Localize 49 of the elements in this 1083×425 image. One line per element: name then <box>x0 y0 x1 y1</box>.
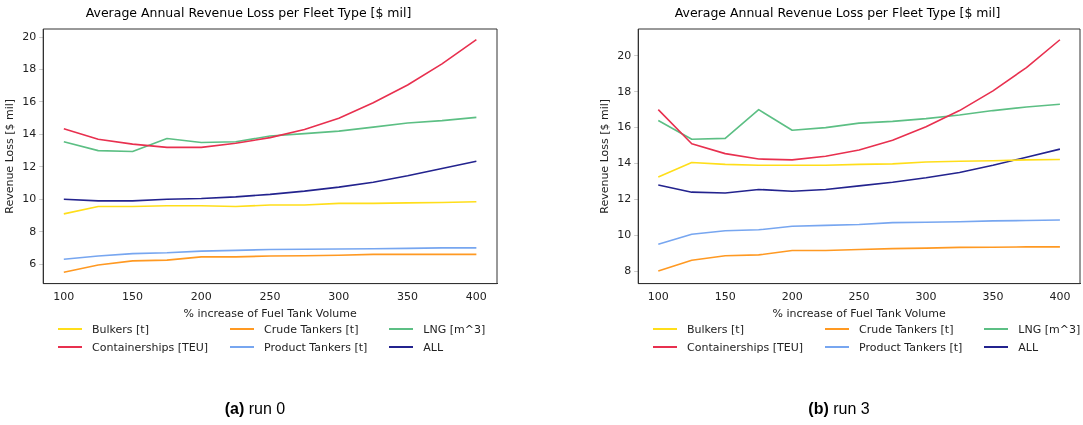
legend-label: Crude Tankers [t] <box>264 322 359 336</box>
x-tick-label: 200 <box>781 290 803 304</box>
x-tick-label: 400 <box>1049 290 1071 304</box>
x-tick-label: 150 <box>714 290 736 304</box>
y-tick-label: 8 <box>624 263 632 277</box>
y-tick-label: 14 <box>617 156 632 170</box>
y-tick-label: 12 <box>22 159 37 173</box>
x-tick-label: 100 <box>53 290 75 304</box>
x-tick-label: 200 <box>190 290 212 304</box>
text: (b) run 3 <box>807 400 871 418</box>
y-axis-title: Revenue Loss [$ mil] <box>598 98 612 214</box>
y-tick-label: 16 <box>617 120 632 134</box>
x-axis-title: % increase of Fuel Tank Volume <box>772 307 946 321</box>
x-tick-label: 350 <box>397 290 419 304</box>
text: (a) run 0 <box>223 400 287 418</box>
legend-label: Containerships [TEU] <box>687 340 804 354</box>
y-tick-label: 18 <box>22 62 37 76</box>
y-tick-label: 16 <box>22 94 37 108</box>
legend-label: LNG [m^3] <box>1018 322 1081 336</box>
x-tick-label: 300 <box>915 290 937 304</box>
x-axis-title: % increase of Fuel Tank Volume <box>183 307 357 321</box>
x-tick-label: 250 <box>848 290 870 304</box>
y-axis-title: Revenue Loss [$ mil] <box>3 98 17 214</box>
y-tick-label: 18 <box>617 84 632 98</box>
y-tick-label: 10 <box>22 192 37 206</box>
x-tick-label: 400 <box>465 290 487 304</box>
y-tick-label: 20 <box>22 29 37 43</box>
x-tick-label: 350 <box>982 290 1004 304</box>
y-tick-label: 12 <box>617 192 632 206</box>
y-tick-label: 10 <box>617 228 632 242</box>
legend-label: Bulkers [t] <box>92 322 149 336</box>
legend-label: LNG [m^3] <box>423 322 486 336</box>
y-tick-label: 6 <box>29 257 37 270</box>
chart-title: Average Annual Revenue Loss per Fleet Type [$ mil] <box>674 4 1001 20</box>
legend-label: Bulkers [t] <box>687 322 744 336</box>
x-tick-label: 100 <box>647 290 669 304</box>
legend-label: Product Tankers [t] <box>859 340 963 354</box>
x-tick-label: 300 <box>328 290 350 304</box>
chart-title: Average Annual Revenue Loss per Fleet Type [$ mil] <box>85 4 412 20</box>
x-tick-label: 150 <box>122 290 144 304</box>
x-tick-label: 250 <box>259 290 281 304</box>
y-tick-label: 14 <box>22 127 37 141</box>
legend-label: Crude Tankers [t] <box>859 322 954 336</box>
legend-label: ALL <box>1018 340 1039 354</box>
legend-label: ALL <box>423 340 444 354</box>
legend-label: Product Tankers [t] <box>264 340 368 354</box>
y-tick-label: 8 <box>29 224 37 238</box>
y-tick-label: 20 <box>617 48 632 62</box>
legend-label: Containerships [TEU] <box>92 340 209 354</box>
